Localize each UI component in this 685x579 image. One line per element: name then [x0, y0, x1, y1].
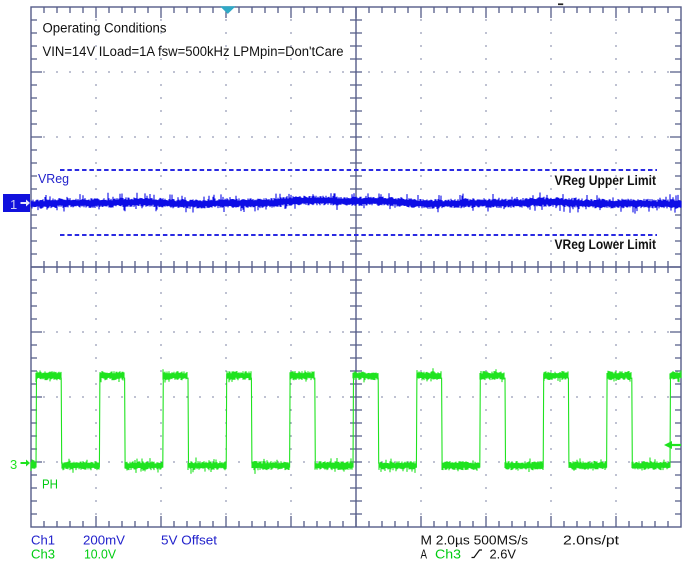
svg-text:VIN=14V ILoad=1A fsw=500kHz LP: VIN=14V ILoad=1A fsw=500kHz LPMpin=Don't… [43, 44, 344, 59]
svg-text:PH: PH [42, 477, 58, 492]
svg-text:Ch3: Ch3 [435, 548, 461, 562]
svg-text:VReg Upper Limit: VReg Upper Limit [555, 173, 657, 188]
svg-text:200mV: 200mV [83, 534, 126, 548]
svg-text:Operating Conditions: Operating Conditions [43, 21, 167, 36]
svg-text:2.6V: 2.6V [490, 548, 517, 562]
svg-text:10.0V: 10.0V [84, 548, 117, 562]
svg-text:Ch1: Ch1 [31, 534, 55, 548]
svg-text:3: 3 [10, 457, 17, 472]
svg-text:A: A [421, 548, 428, 562]
svg-text:1: 1 [10, 197, 17, 212]
svg-text:M 2.0µs 500MS/s: M 2.0µs 500MS/s [421, 534, 529, 548]
svg-text:2.0ns/pt: 2.0ns/pt [563, 534, 620, 548]
svg-text:VReg Lower Limit: VReg Lower Limit [555, 237, 657, 252]
svg-text:VReg: VReg [38, 171, 69, 186]
svg-text:Ch3: Ch3 [31, 548, 55, 562]
svg-text:5V Offset: 5V Offset [161, 534, 218, 548]
